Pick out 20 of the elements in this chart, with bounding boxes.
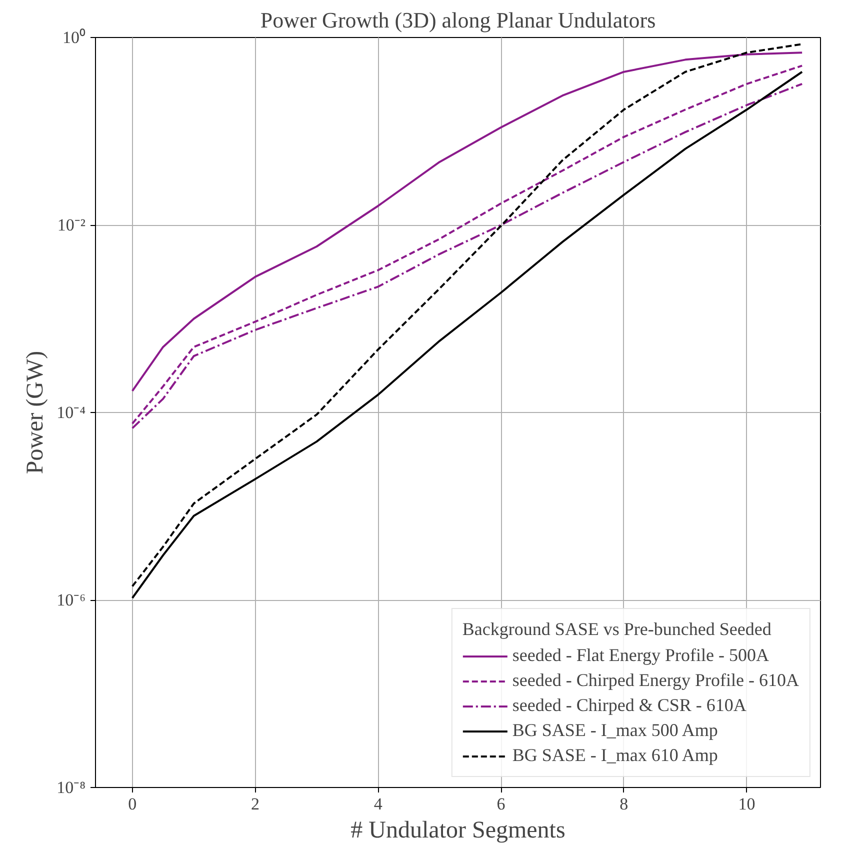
x-tick-label: 10	[738, 794, 756, 814]
y-tick-label: 10⁰	[62, 28, 86, 47]
x-tick-label: 0	[128, 794, 137, 814]
legend-label: BG SASE - I_max 610 Amp	[512, 745, 718, 766]
legend-label: seeded - Flat Energy Profile - 500A	[512, 645, 770, 666]
legend-label: seeded - Chirped & CSR - 610A	[512, 695, 746, 716]
x-axis-title: # Undulator Segments	[350, 818, 566, 844]
legend-title: Background SASE vs Pre-bunched Seeded	[462, 619, 772, 640]
y-tick-label: 10⁻⁴	[56, 403, 86, 422]
y-axis-title: Power (GW)	[22, 350, 49, 474]
legend-label: seeded - Chirped Energy Profile - 610A	[512, 670, 799, 691]
x-tick-label: 8	[620, 794, 628, 814]
y-tick-label: 10⁻⁶	[56, 590, 86, 610]
legend-label: BG SASE - I_max 500 Amp	[512, 720, 718, 741]
x-tick-label: 2	[250, 794, 260, 814]
x-tick-label: 4	[374, 794, 383, 814]
chart-title: Power Growth (3D) along Planar Undulators	[260, 8, 656, 32]
x-tick-label: 6	[496, 794, 506, 814]
y-tick-label: 10⁻²	[57, 216, 86, 234]
y-tick-label: 10⁻⁸	[56, 778, 86, 797]
